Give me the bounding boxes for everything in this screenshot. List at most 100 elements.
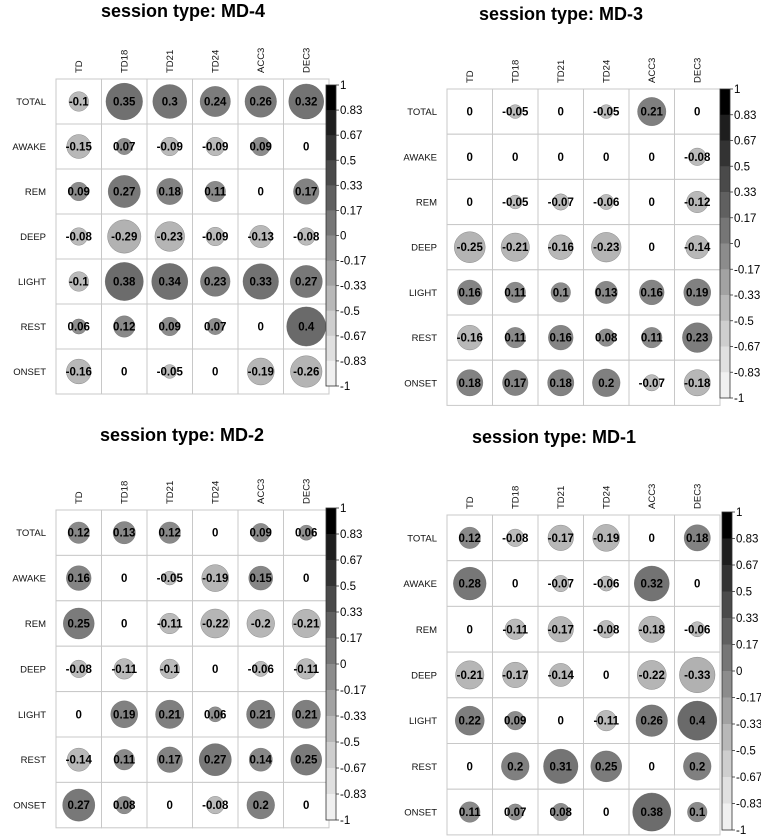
cell-value-label: -0.16 (66, 367, 92, 379)
cell-value-label: 0 (694, 579, 700, 591)
colorbar-segment (720, 192, 730, 219)
cell-value-label: 0.09 (250, 528, 272, 540)
correlation-circle (458, 526, 481, 549)
cell-value-label: -0.1 (69, 277, 89, 289)
cell-value-label: 0 (558, 152, 564, 164)
colorbar-segment (720, 320, 730, 347)
correlation-circle (689, 621, 705, 637)
correlation-circle (69, 227, 88, 246)
correlation-circle (552, 575, 570, 592)
cell-value-label: 0.27 (295, 277, 317, 289)
colorbar-tick-label: 0.83 (340, 105, 362, 117)
cell-value-label: -0.33 (684, 670, 710, 682)
colorbar-tick-label: -0.5 (340, 737, 360, 749)
grid-cell (583, 788, 630, 836)
row-label: REM (416, 198, 437, 209)
colorbar-tick-label: -0.5 (734, 316, 754, 328)
colorbar-segment (722, 697, 732, 725)
cell-value-label: -0.17 (548, 624, 574, 636)
cell-value-label: 0.21 (641, 107, 664, 119)
cell-value-label: -0.08 (502, 533, 529, 545)
cell-value-label: 0 (212, 528, 218, 540)
cell-value-label: -0.19 (593, 533, 619, 545)
cell-value-label: 0.4 (689, 716, 706, 728)
correlation-circle (63, 607, 95, 640)
grid-cell (146, 781, 193, 829)
colorbar-segment (720, 166, 730, 193)
colorbar-tick-label: 0 (736, 666, 742, 678)
cell-value-label: 0.11 (504, 333, 526, 345)
cell-value-label: 0.11 (504, 287, 526, 299)
colorbar-segment (326, 185, 336, 211)
cell-value-label: 0.28 (459, 579, 482, 591)
correlation-circle (107, 175, 141, 208)
correlation-circle (246, 699, 276, 729)
correlation-circle (677, 700, 718, 741)
colorbar-tick-label: -1 (736, 825, 746, 837)
row-label: TOTAL (407, 107, 437, 118)
cell-value-label: -0.14 (66, 755, 93, 767)
colorbar-tick-label: 0.33 (734, 187, 756, 199)
correlation-panel: session type: MD-3 TD TD18 TD21 TD24 ACC3 DEC3… (403, 4, 760, 406)
cell-value-label: -0.08 (66, 664, 93, 676)
cell-value-label: -0.2 (251, 619, 271, 631)
colorbar-tick-label: 0 (734, 239, 740, 251)
grid-cell (192, 348, 239, 395)
colorbar-segment (326, 768, 336, 795)
correlation-circle (687, 802, 708, 823)
cell-value-label: 0.34 (159, 277, 182, 289)
cell-value-label: 0 (467, 197, 473, 209)
row-label: ONSET (404, 378, 437, 389)
colorbar-tick-label: 0.33 (340, 607, 362, 619)
row-label: ONSET (404, 808, 437, 819)
cell-value-label: -0.13 (248, 232, 274, 244)
cell-value-label: 0.09 (504, 716, 526, 728)
grid-cell (101, 600, 148, 647)
correlation-circle (152, 84, 187, 119)
cell-value-label: -0.07 (548, 197, 574, 209)
cell-value-label: 0.12 (159, 528, 181, 540)
colorbar-tick-label: 0.5 (736, 587, 752, 599)
colorbar-tick-label: 0.67 (340, 555, 362, 567)
column-label: TD (465, 70, 476, 83)
correlation-circle (151, 263, 188, 300)
cell-value-label: -0.21 (502, 242, 529, 254)
cell-value-label: 0 (467, 624, 473, 636)
row-label: AWAKE (403, 152, 437, 163)
cell-value-label: -0.29 (111, 232, 137, 244)
correlation-circle (679, 656, 716, 693)
colorbar-segment (720, 243, 730, 270)
grid-cell (283, 781, 330, 829)
column-label: ACC3 (256, 48, 267, 73)
colorbar-tick-label: -1 (340, 381, 350, 393)
cell-value-label: 0.27 (113, 187, 135, 199)
cell-value-label: 0.25 (295, 755, 318, 767)
cell-value-label: 0.24 (204, 97, 227, 109)
panel-title: session type: MD-4 (101, 1, 265, 21)
correlation-circle (67, 521, 90, 544)
correlation-circle (683, 278, 711, 307)
cell-value-label: 0 (258, 187, 264, 199)
column-label: TD21 (165, 50, 176, 73)
grid-cell (628, 224, 675, 271)
colorbar-segment (326, 612, 336, 639)
colorbar-tick-label: 1 (736, 507, 742, 519)
cell-value-label: -0.05 (593, 107, 620, 119)
column-label: TD21 (556, 60, 567, 83)
cell-value-label: -0.25 (457, 242, 484, 254)
colorbar-tick-label: -0.33 (340, 711, 366, 723)
column-label: TD (74, 60, 85, 73)
cell-value-label: 0 (258, 322, 264, 334)
grid-cell (237, 348, 284, 395)
correlation-circle (547, 524, 574, 551)
cell-value-label: -0.12 (684, 197, 710, 209)
correlation-circle (635, 704, 668, 737)
colorbar-tick-label: 0.67 (736, 560, 758, 572)
colorbar-tick-label: 0.17 (734, 213, 756, 225)
correlation-circle (548, 234, 574, 260)
cell-value-label: 0.11 (204, 187, 226, 199)
correlation-circle (206, 796, 225, 815)
colorbar-segment (722, 777, 732, 804)
colorbar-segment (326, 742, 336, 769)
row-label: LIGHT (18, 277, 46, 288)
